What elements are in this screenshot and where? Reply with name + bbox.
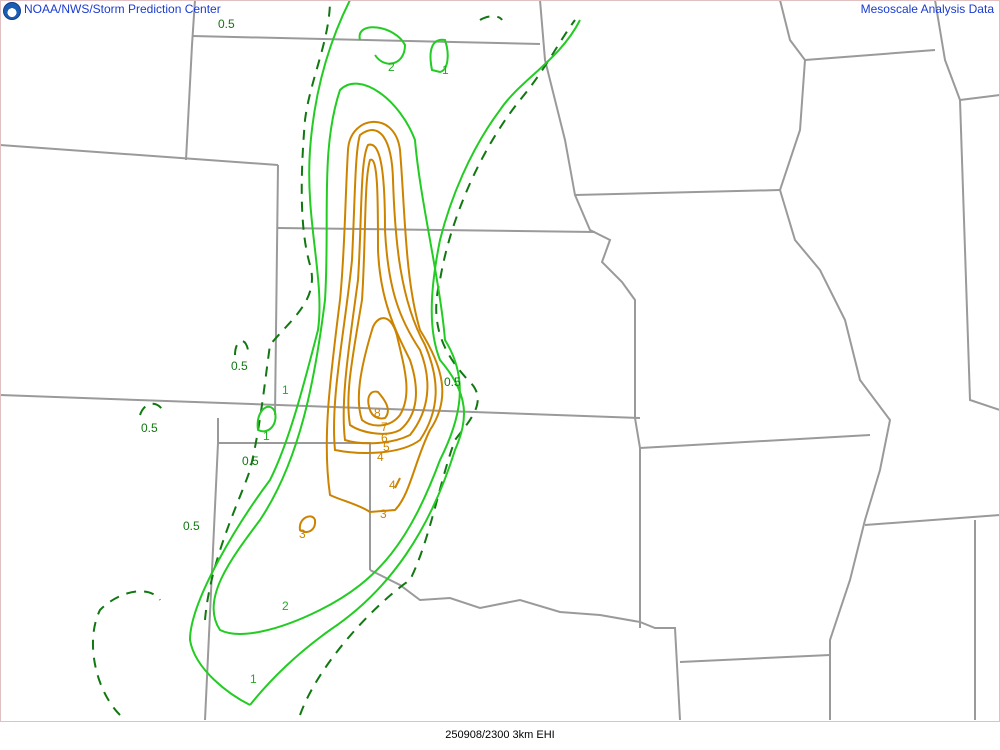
noaa-logo-icon (3, 2, 21, 20)
label-2: 2 (282, 599, 289, 613)
label-3: 3 (299, 527, 306, 541)
label-4: 4 (389, 478, 396, 492)
label-0.5: 0.5 (242, 454, 259, 468)
header-title: NOAA/NWS/Storm Prediction Center (24, 2, 221, 16)
label-2: 2 (388, 60, 395, 74)
label-3: 3 (380, 507, 387, 521)
state-borders (0, 0, 1000, 721)
label-1: 1 (442, 63, 449, 77)
contour-labels: 0.5 0.5 0.5 0.5 0.5 0.5 1 1 1 1 2 2 3 3 … (141, 17, 461, 686)
label-0.5: 0.5 (183, 519, 200, 533)
label-0.5: 0.5 (231, 359, 248, 373)
label-6: 6 (381, 431, 388, 445)
label-1: 1 (282, 383, 289, 397)
label-0.5: 0.5 (141, 421, 158, 435)
contours-0.5-dashed (92, 0, 576, 716)
label-1: 1 (263, 429, 270, 443)
contours-orange (298, 120, 444, 533)
label-8: 8 (374, 406, 381, 420)
label-1: 1 (250, 672, 257, 686)
label-7: 7 (381, 420, 388, 434)
map-caption: 250908/2300 3km EHI (445, 729, 555, 741)
header-subtitle: Mesoscale Analysis Data (860, 2, 994, 16)
contours-green-solid (188, 0, 581, 706)
label-0.5: 0.5 (218, 17, 235, 31)
label-5: 5 (383, 440, 390, 454)
label-4: 4 (377, 450, 384, 464)
label-0.5: 0.5 (444, 375, 461, 389)
